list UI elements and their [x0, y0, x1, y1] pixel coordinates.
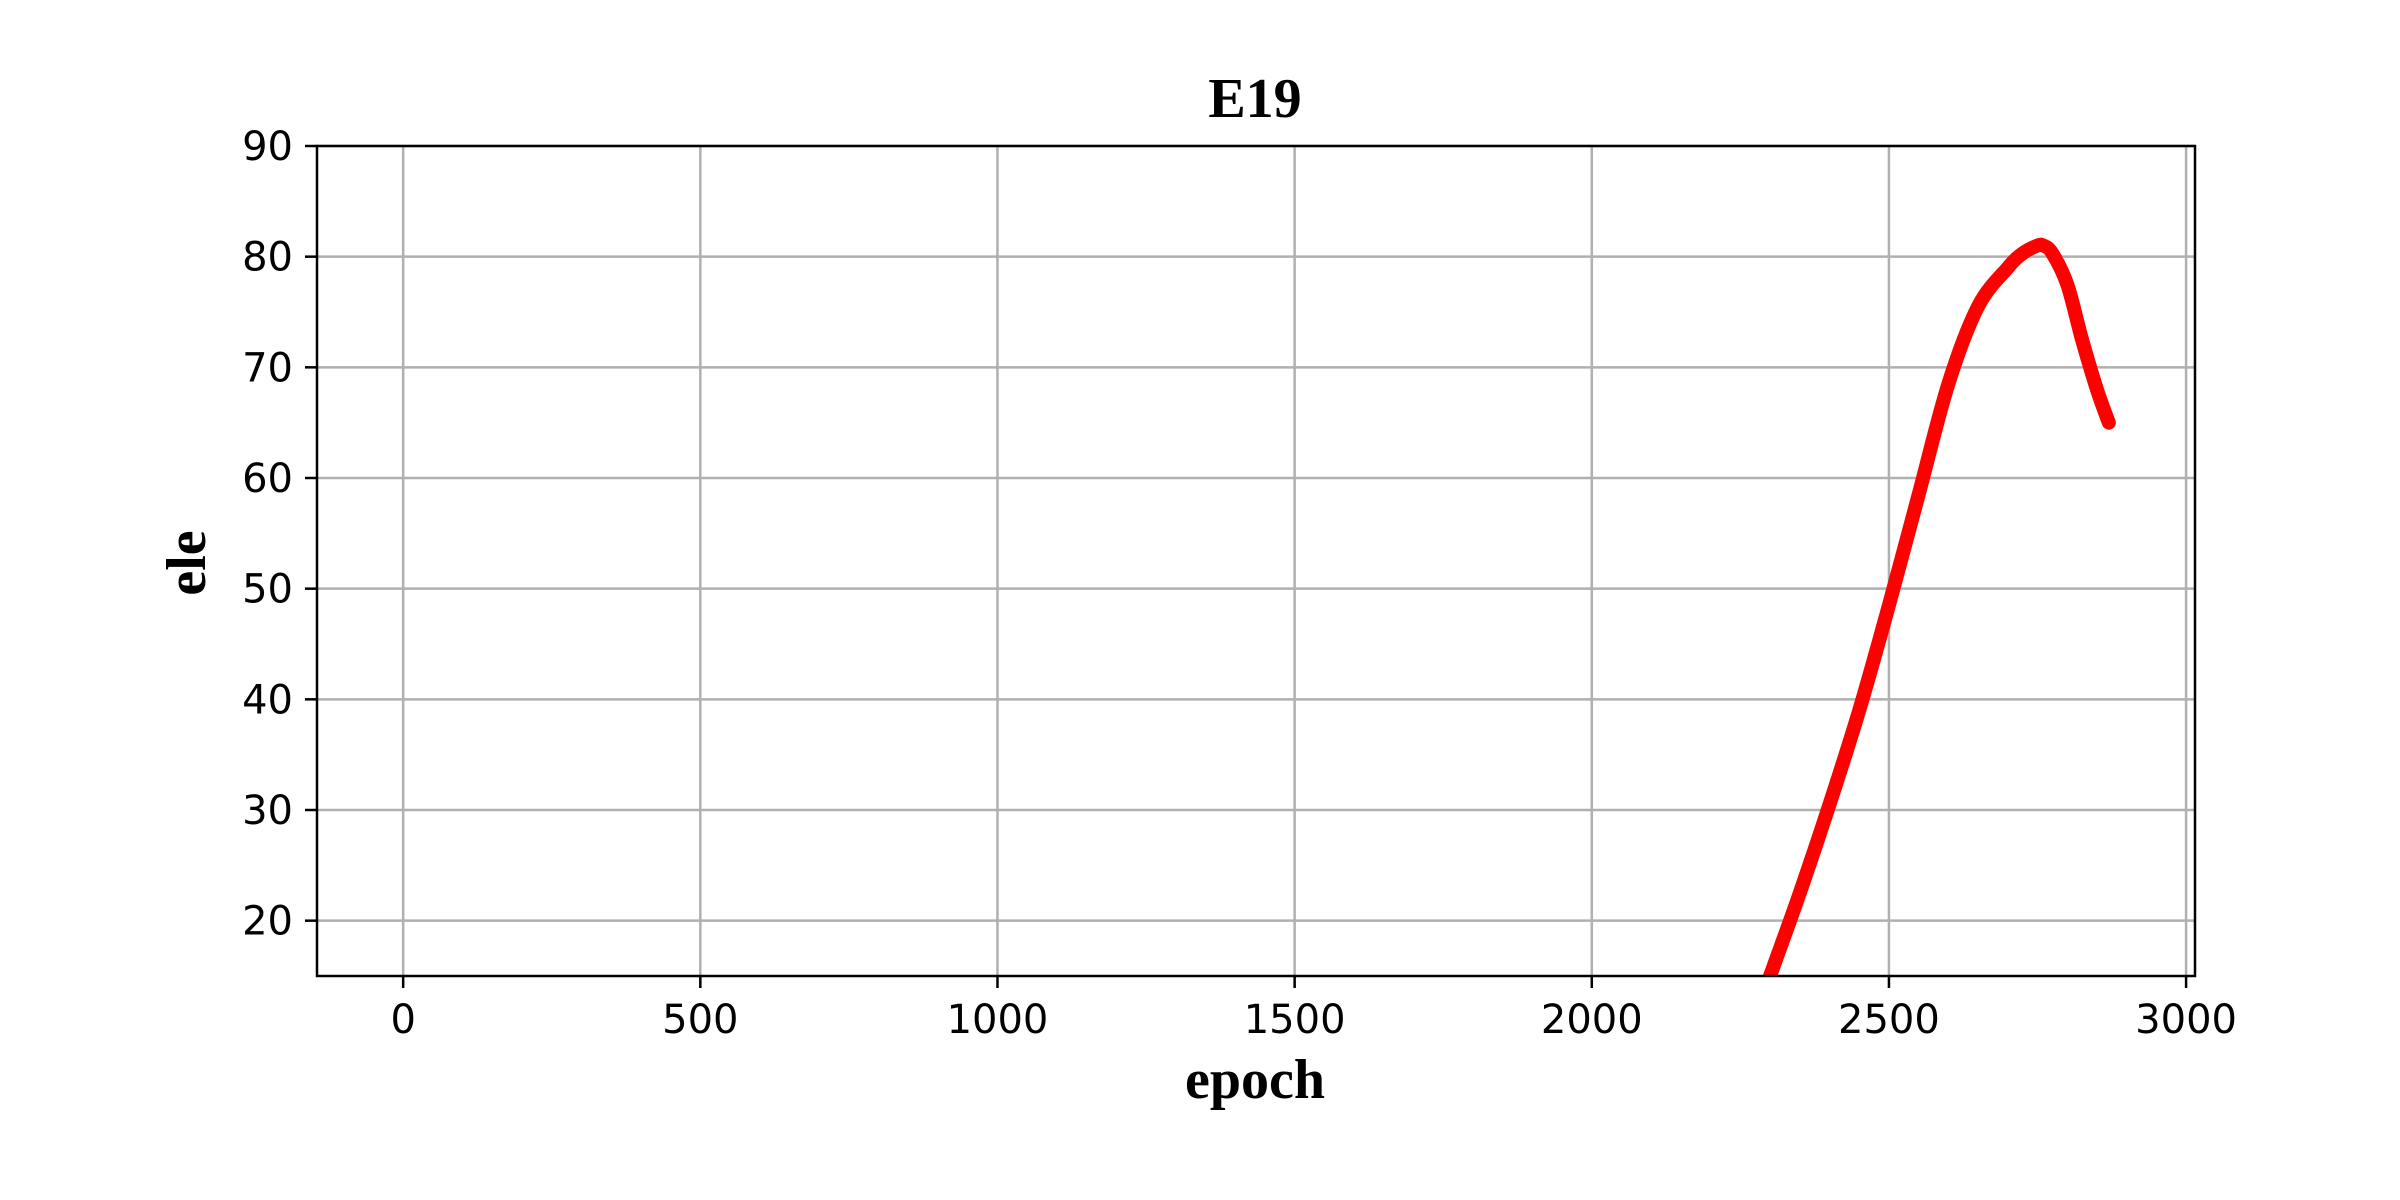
x-tick-label: 2000: [1541, 997, 1643, 1043]
x-tick-label: 500: [662, 997, 738, 1043]
ticks-layer: 0 500 1000 1500 2000 2500 3000 20 30 40 50 60 70 80 90: [242, 124, 2237, 1043]
x-tick-label: 3000: [2135, 997, 2237, 1043]
y-tick-label: 50: [242, 567, 293, 613]
x-axis-label: epoch: [1185, 1049, 1325, 1111]
chart-title: E19: [1208, 68, 1301, 130]
y-tick-label: 90: [242, 124, 293, 170]
y-tick-label: 30: [242, 788, 293, 834]
grid-layer: [317, 144, 2195, 976]
y-tick-label: 80: [242, 235, 293, 281]
x-tick-label: 2500: [1838, 997, 1940, 1043]
y-tick-label: 60: [242, 456, 293, 502]
y-tick-label: 70: [242, 345, 293, 391]
plot-area-frame: [315, 144, 2197, 978]
y-tick-label: 40: [242, 677, 293, 723]
y-tick-label: 20: [242, 899, 293, 945]
series-line: [1763, 237, 2116, 976]
x-tick-label: 0: [390, 997, 415, 1043]
x-tick-label: 1000: [947, 997, 1049, 1043]
y-axis-label: ele: [156, 530, 218, 595]
x-tick-label: 1500: [1244, 997, 1346, 1043]
series-layer: [1763, 237, 2116, 976]
